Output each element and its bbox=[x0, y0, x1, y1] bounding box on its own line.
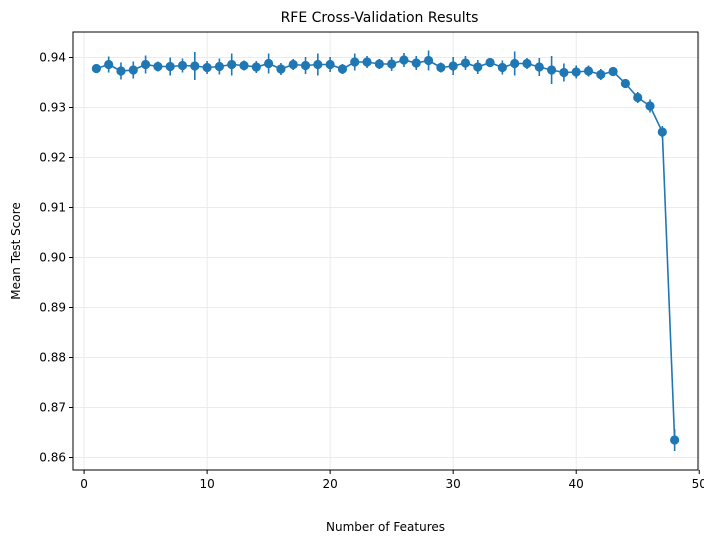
data-point bbox=[645, 101, 655, 111]
data-point bbox=[485, 57, 495, 68]
data-point bbox=[670, 435, 680, 445]
data-point bbox=[337, 64, 348, 74]
data-point bbox=[411, 58, 421, 68]
chart-title: RFE Cross-Validation Results bbox=[281, 10, 479, 26]
data-point bbox=[473, 62, 483, 72]
data-point bbox=[534, 62, 544, 72]
y-tick-label: 0.88 bbox=[39, 351, 66, 365]
x-tick-label: 0 bbox=[80, 477, 88, 491]
x-tick-label: 30 bbox=[446, 477, 461, 491]
data-point bbox=[522, 58, 532, 69]
data-point bbox=[300, 60, 311, 71]
data-point bbox=[140, 59, 151, 70]
y-tick-label: 0.87 bbox=[39, 401, 66, 415]
y-tick-label: 0.89 bbox=[39, 301, 66, 315]
data-point bbox=[239, 60, 249, 71]
x-axis-label: Number of Features bbox=[326, 520, 445, 534]
data-point bbox=[633, 92, 643, 103]
data-point bbox=[374, 59, 384, 69]
data-point bbox=[559, 67, 569, 78]
y-tick-label: 0.91 bbox=[39, 201, 66, 215]
data-point bbox=[165, 61, 175, 72]
data-point bbox=[448, 61, 458, 71]
data-point bbox=[190, 61, 200, 71]
data-point bbox=[288, 59, 298, 70]
data-point bbox=[325, 59, 335, 70]
y-tick-label: 0.93 bbox=[39, 101, 66, 115]
data-point bbox=[387, 59, 397, 69]
x-tick-label: 50 bbox=[692, 477, 704, 491]
data-point bbox=[497, 62, 507, 73]
data-point bbox=[460, 58, 471, 68]
data-point bbox=[362, 57, 372, 67]
data-point bbox=[608, 66, 618, 77]
data-point bbox=[657, 127, 667, 137]
data-point bbox=[620, 78, 631, 89]
data-point bbox=[510, 58, 520, 69]
data-point bbox=[399, 55, 409, 65]
data-point bbox=[116, 66, 126, 76]
data-point bbox=[227, 59, 237, 70]
data-points bbox=[91, 55, 680, 445]
data-point bbox=[571, 67, 581, 77]
y-tick-label: 0.92 bbox=[39, 151, 66, 165]
data-point bbox=[583, 66, 594, 76]
data-point bbox=[313, 59, 323, 70]
data-point bbox=[276, 64, 286, 74]
data-point bbox=[104, 59, 114, 70]
x-axis-ticks: 0 10 20 30 40 50 bbox=[80, 470, 704, 491]
y-tick-label: 0.90 bbox=[39, 251, 66, 265]
y-tick-label: 0.86 bbox=[39, 451, 66, 465]
y-axis-label: Mean Test Score bbox=[9, 202, 23, 300]
data-point bbox=[350, 57, 360, 67]
y-axis-ticks: 0.86 0.87 0.88 0.89 0.90 0.91 0.92 0.93 0.94 bbox=[39, 51, 73, 465]
data-point bbox=[251, 62, 261, 72]
plot-frame bbox=[72, 31, 699, 471]
data-point bbox=[546, 65, 557, 75]
data-point bbox=[596, 69, 606, 80]
x-tick-label: 40 bbox=[569, 477, 584, 491]
data-point bbox=[91, 63, 101, 74]
data-point bbox=[202, 62, 212, 73]
data-point bbox=[177, 60, 188, 71]
data-point bbox=[128, 65, 138, 75]
data-point bbox=[264, 58, 274, 69]
x-tick-label: 20 bbox=[322, 477, 337, 491]
x-tick-label: 10 bbox=[199, 477, 214, 491]
y-tick-label: 0.94 bbox=[39, 51, 66, 65]
data-point bbox=[214, 61, 225, 72]
grid bbox=[73, 32, 700, 470]
data-point bbox=[423, 55, 434, 66]
data-point bbox=[436, 62, 446, 73]
data-point bbox=[153, 61, 163, 72]
